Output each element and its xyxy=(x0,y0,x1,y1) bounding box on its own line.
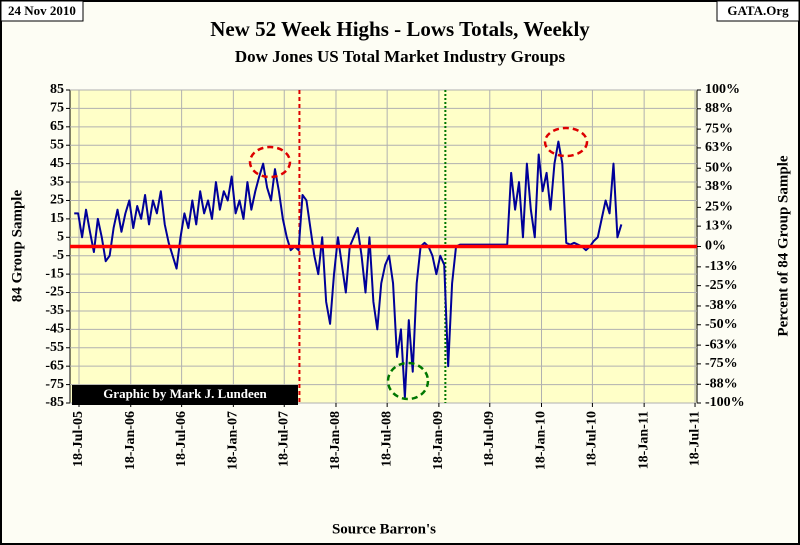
y-tick-label: -75 xyxy=(45,377,64,392)
y2-tick-label: -63% xyxy=(705,337,738,352)
y-tick-label: -45 xyxy=(45,322,64,337)
chart-subtitle: Dow Jones US Total Market Industry Group… xyxy=(235,47,566,66)
y2-tick-label: 25% xyxy=(705,200,733,215)
source-tag-box xyxy=(716,0,800,22)
y-tick-label: -35 xyxy=(45,303,64,318)
y2-tick-label: 75% xyxy=(705,121,733,136)
x-tick-label: 18-Jul-05 xyxy=(71,411,86,467)
y2-tick-label: 100% xyxy=(705,82,740,97)
y2-tick-label: -88% xyxy=(705,376,738,391)
chart-title: New 52 Week Highs - Lows Totals, Weekly xyxy=(210,17,590,41)
y2-tick-label: 88% xyxy=(705,101,733,116)
y2-tick-label: 38% xyxy=(705,179,733,194)
y-tick-label: 75 xyxy=(50,101,64,116)
y2-tick-label: -38% xyxy=(705,298,738,313)
credit: Graphic by Mark J. Lundeen xyxy=(103,386,267,401)
x-tick-label: 18-Jul-10 xyxy=(585,411,600,467)
y-tick-label: -85 xyxy=(45,395,64,410)
y2-tick-label: 63% xyxy=(705,140,733,155)
y-tick-label: 35 xyxy=(50,174,64,189)
y-tick-label: 5 xyxy=(57,230,64,245)
y-tick-label: -5 xyxy=(52,248,64,263)
x-tick-label: 18-Jan-07 xyxy=(226,411,241,470)
y-tick-label: -15 xyxy=(45,266,64,281)
plot-layer xyxy=(66,89,701,407)
x-tick-label: 18-Jul-07 xyxy=(276,411,291,467)
stamp: 24 Nov 2010 xyxy=(8,3,76,18)
x-tick-label: 18-Jul-08 xyxy=(379,411,394,467)
credit-box xyxy=(72,385,298,405)
y2-tick-label: 13% xyxy=(705,218,733,233)
y2-tick-label: 50% xyxy=(705,160,733,175)
y-axis-label: 84 Group Sample xyxy=(9,190,25,303)
y2-axis-label: Percent of 84 Group Sample xyxy=(775,155,791,336)
y-tick-label: 25 xyxy=(50,193,64,208)
x-tick-label: 18-Jan-06 xyxy=(123,411,138,470)
y2-tick-label: -75% xyxy=(705,356,738,371)
y-tick-label: 65 xyxy=(50,119,64,134)
x-tick-label: 18-Jul-11 xyxy=(687,411,702,466)
y-tick-label: 15 xyxy=(50,211,64,226)
y2-tick-label: -100% xyxy=(705,395,745,410)
highlight-circle xyxy=(248,145,292,179)
y2-tick-label: -25% xyxy=(705,278,738,293)
x-tick-label: 18-Jan-08 xyxy=(328,411,343,470)
stamp-box xyxy=(0,0,84,22)
y2-tick-label: -50% xyxy=(705,317,738,332)
y2-tick-label: -13% xyxy=(705,259,738,274)
y-tick-label: 45 xyxy=(50,156,64,171)
y-tick-label: -25 xyxy=(45,285,64,300)
x-tick-label: 18-Jan-11 xyxy=(636,411,651,469)
x-tick-label: 18-Jan-10 xyxy=(534,411,549,470)
data-line xyxy=(74,140,623,399)
source-tag: GATA.Org xyxy=(727,3,789,18)
y-tick-label: 55 xyxy=(50,137,64,152)
y-tick-label: -55 xyxy=(45,340,64,355)
x-axis-label: Source Barron's xyxy=(332,521,436,537)
highlight-circle xyxy=(543,126,589,158)
x-tick-label: 18-Jan-09 xyxy=(431,411,446,470)
y-tick-label: -65 xyxy=(45,358,64,373)
y2-tick-label: 0% xyxy=(705,239,726,254)
y-tick-label: 85 xyxy=(50,82,64,97)
x-tick-label: 18-Jul-06 xyxy=(174,411,189,467)
x-tick-label: 18-Jul-09 xyxy=(482,411,497,467)
highlight-circle xyxy=(386,361,430,401)
